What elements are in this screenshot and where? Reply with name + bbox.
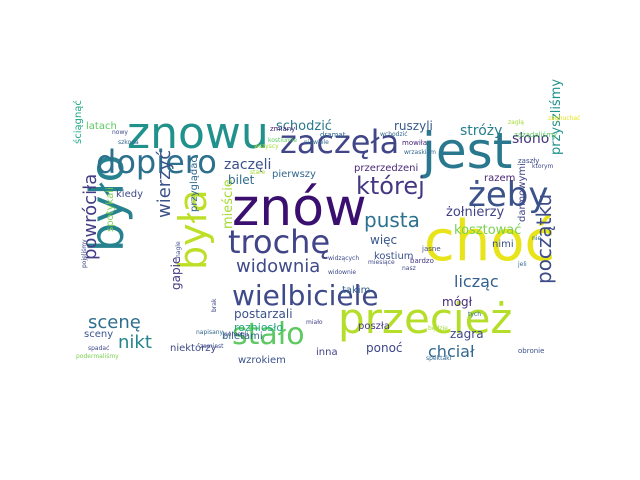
word: inna [316,347,338,358]
word: szkoda [118,139,139,146]
word: mowiła [402,139,428,147]
word: choć [424,209,556,274]
word: przyglądać [189,157,200,212]
word: kostium [374,251,414,262]
word: wszyscy [254,143,279,150]
word: scenę [88,312,141,333]
word: jest [422,122,513,180]
word: dramat [320,131,346,139]
word: zaszły [518,157,540,165]
word: przerzedzeni [354,163,419,174]
word: takim [342,285,371,296]
word: pomogli [224,331,249,338]
word: zaczęli [224,157,272,173]
word: dopiero [96,143,217,181]
word: jeli [518,261,527,268]
word: żołnierzy [446,205,505,220]
word: bardzo [410,257,434,265]
word: schodzić [276,119,332,134]
word: wielbiciele [232,279,379,312]
word: widzących [328,255,360,262]
word: jasne [422,245,441,253]
word: bilet [228,173,255,187]
word: gapie [169,256,183,290]
word: rozniosło [234,321,284,334]
word-cloud: znów choć jest było znowu przecież była … [72,79,580,368]
word: której [356,172,425,200]
word: stare [250,169,266,176]
word: postarzali [234,307,293,321]
word: pierwszy [272,169,316,180]
word: mógł [442,295,473,309]
word: słono [512,131,550,147]
word: zaglą [508,119,524,126]
word: ściągnąć [73,100,84,144]
word: nowy [112,129,128,136]
word: poszła [358,321,390,332]
word: biletami [222,331,263,342]
word: znowu [127,108,269,159]
word: żeby [468,175,549,215]
word: miało [306,319,323,326]
word: pojeliśmy [81,239,88,268]
word: obronie [518,347,545,355]
word: wzrokiem [238,355,286,366]
word: zaghuchać [548,115,581,122]
word: spektakl [426,355,452,362]
word: brak [211,298,218,312]
word: wchodzić [380,131,408,138]
word: kostiumie [268,137,298,144]
word: podermaliśmy [76,353,119,360]
word: stało [232,317,305,352]
word: wrzaskiem [404,149,437,156]
word: nie [532,235,542,242]
word: darmowymi [517,163,528,222]
word: pusta [364,208,420,232]
word: nimi [492,239,514,250]
word: ktorym [532,163,554,170]
word: spadać [88,345,110,352]
word: przecież [338,294,513,343]
word: sceny [84,329,114,340]
word: razem [484,173,516,184]
word: nikt [118,332,152,353]
word: niektórzy [170,343,217,354]
word: trochę [228,223,331,261]
word: ruszyli [394,119,433,133]
word: miesiące [368,259,395,266]
word: ponoć [366,341,403,355]
word: kiedy [116,189,143,200]
word: widownie [328,269,357,276]
word: latach [86,121,117,132]
word: zaczęła [280,123,400,161]
word: tych [468,311,482,318]
word: napisany [196,329,224,336]
word: będzie [428,325,448,332]
word: zagra [450,327,484,341]
word: znów [232,178,367,238]
word: niewiele [304,139,329,146]
word: zamiast [200,343,224,350]
word: chciał [428,342,475,361]
word: zażądaliśmy [514,131,558,139]
word: kosztować [454,223,522,238]
word: więc [370,233,398,247]
word: zmiany [270,125,296,133]
word: nasz [402,265,416,272]
word: stróży [460,123,503,139]
word: spotykali [105,187,116,232]
word: licząc [454,272,499,291]
word: widownia [236,256,321,277]
word: nagle [175,241,182,258]
word: wierzyć [154,149,175,218]
